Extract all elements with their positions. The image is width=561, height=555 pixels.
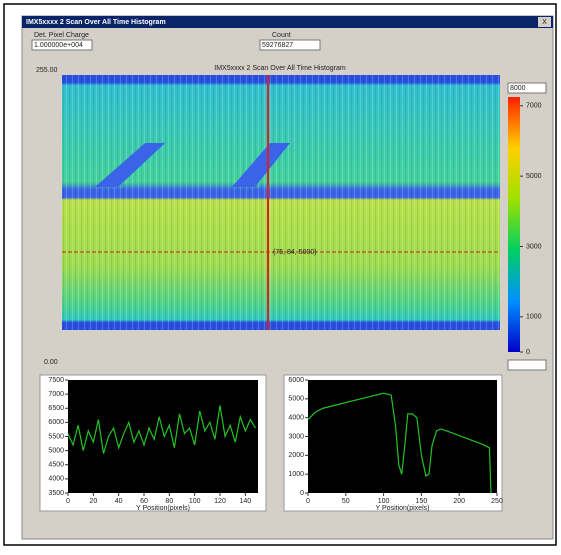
x-tick-label: 40 bbox=[115, 498, 123, 505]
y-tick-label: 7000 bbox=[48, 391, 64, 398]
x-tick-label: 50 bbox=[342, 498, 350, 505]
y-tick-label: 3000 bbox=[288, 433, 304, 440]
field-value: 1.000000e+004 bbox=[34, 42, 83, 49]
colorbar-tick-label: 1000 bbox=[526, 314, 542, 321]
y-tick-label: 2000 bbox=[288, 452, 304, 459]
x-tick-label: 0 bbox=[306, 498, 310, 505]
y-max-label: 255.00 bbox=[36, 67, 58, 74]
histogram-title: IMX5xxxx 2 Scan Over All Time Histogram bbox=[214, 65, 346, 72]
x-tick-label: 60 bbox=[140, 498, 148, 505]
y-tick-label: 1000 bbox=[288, 471, 304, 478]
x-axis-label: Y Position(pixels) bbox=[136, 505, 190, 512]
close-label[interactable]: X bbox=[542, 19, 547, 26]
x-tick-label: 0 bbox=[66, 498, 70, 505]
y-tick-label: 4000 bbox=[48, 476, 64, 483]
field-value: 59276827 bbox=[262, 42, 293, 49]
heatmap-texture bbox=[62, 75, 500, 330]
y-tick-label: 3500 bbox=[48, 490, 64, 497]
colorbar-tick-label: 5000 bbox=[526, 173, 542, 180]
x-tick-label: 100 bbox=[189, 498, 201, 505]
x-axis-label: Y Position(pixels) bbox=[376, 505, 430, 512]
x-tick-label: 120 bbox=[214, 498, 226, 505]
plot-area bbox=[68, 380, 258, 493]
field-label: Det. Pixel Charge bbox=[34, 32, 89, 39]
colorbar bbox=[508, 97, 520, 352]
x-tick-label: 20 bbox=[89, 498, 97, 505]
y-tick-label: 0 bbox=[300, 490, 304, 497]
x-tick-label: 80 bbox=[165, 498, 173, 505]
y-tick-label: 5000 bbox=[48, 447, 64, 454]
y-tick-label: 7500 bbox=[48, 377, 64, 384]
x-tick-label: 140 bbox=[239, 498, 251, 505]
y-tick-label: 6000 bbox=[48, 419, 64, 426]
colorbar-min-input[interactable] bbox=[508, 360, 546, 370]
field-label: Count bbox=[272, 32, 291, 39]
colorbar-max-value[interactable]: 8000 bbox=[510, 85, 526, 92]
y-tick-label: 4000 bbox=[288, 415, 304, 422]
x-tick-label: 200 bbox=[453, 498, 465, 505]
plot-area bbox=[308, 380, 497, 493]
y-tick-label: 5000 bbox=[288, 396, 304, 403]
screenshot: IMX5xxxx 2 Scan Over All Time Histogram … bbox=[0, 0, 561, 550]
window-title: IMX5xxxx 2 Scan Over All Time Histogram bbox=[26, 19, 166, 26]
cursor-label: (75, 84, 5000) bbox=[273, 249, 317, 256]
colorbar-tick-label: 3000 bbox=[526, 243, 542, 250]
x-tick-label: 150 bbox=[416, 498, 428, 505]
colorbar-tick-label: 0 bbox=[526, 349, 530, 356]
x-tick-label: 100 bbox=[378, 498, 390, 505]
y-tick-label: 6000 bbox=[288, 377, 304, 384]
y-tick-label: 4500 bbox=[48, 462, 64, 469]
y-min-label: 0.00 bbox=[44, 359, 58, 366]
x-tick-label: 250 bbox=[491, 498, 503, 505]
y-tick-label: 5500 bbox=[48, 433, 64, 440]
y-tick-label: 6500 bbox=[48, 405, 64, 412]
colorbar-tick-label: 7000 bbox=[526, 103, 542, 110]
